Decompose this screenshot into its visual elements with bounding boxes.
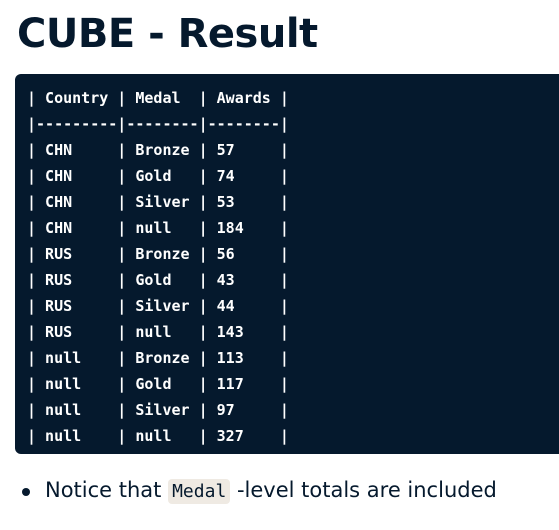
code-line-row: | null | null | 327 | (27, 427, 289, 445)
code-line-row: | CHN | Silver | 53 | (27, 193, 289, 211)
code-line-separator: |---------|--------|--------| (27, 115, 289, 133)
bullet-text-after: -level totals are included (230, 478, 497, 502)
bullet-text-before: Notice that (45, 478, 169, 502)
code-line-row: | RUS | Bronze | 56 | (27, 245, 289, 263)
code-line-row: | null | Bronze | 113 | (27, 349, 289, 367)
code-line-row: | RUS | Gold | 43 | (27, 271, 289, 289)
code-line-header: | Country | Medal | Awards | (27, 89, 289, 107)
code-line-row: | null | Silver | 97 | (27, 401, 289, 419)
code-line-row: | CHN | Gold | 74 | (27, 167, 289, 185)
code-block: | Country | Medal | Awards | |---------|… (15, 74, 559, 454)
bullet-item: Notice that Medal -level totals are incl… (0, 472, 559, 510)
bullet-list: Notice that Medal -level totals are incl… (0, 472, 559, 510)
code-line-row: | RUS | null | 143 | (27, 323, 289, 341)
code-line-row: | RUS | Silver | 44 | (27, 297, 289, 315)
slide-title: CUBE - Result (17, 11, 318, 57)
code-line-row: | CHN | Bronze | 57 | (27, 141, 289, 159)
code-line-row: | CHN | null | 184 | (27, 219, 289, 237)
code-line-row: | null | Gold | 117 | (27, 375, 289, 393)
bullet-dot-icon (22, 488, 30, 496)
inline-code-medal: Medal (168, 479, 231, 504)
